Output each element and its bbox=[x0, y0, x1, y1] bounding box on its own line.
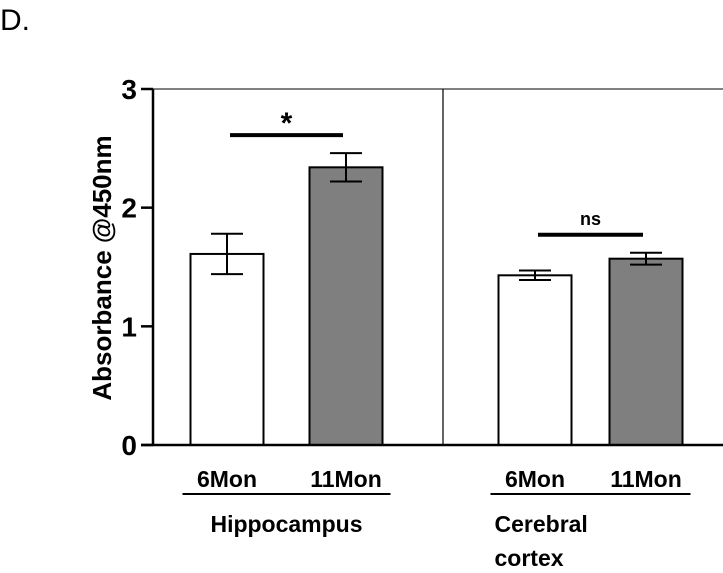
x-axis-labels: 6Mon 11Mon Hippocampus 6Mon 11Mon Cerebral cor… bbox=[182, 466, 691, 571]
panel-label: D. bbox=[0, 4, 30, 37]
y-tick-label: 0 bbox=[121, 430, 137, 461]
group-label: Cerebral bbox=[495, 511, 588, 537]
y-axis: 0 1 2 3 bbox=[121, 74, 153, 461]
bar-hippocampus-11mon bbox=[308, 166, 384, 446]
significance-layer: * ns bbox=[230, 107, 643, 237]
bar-cerebral-cortex-11mon bbox=[608, 257, 684, 446]
y-tick-label: 2 bbox=[121, 193, 137, 224]
group-label: cortex bbox=[495, 545, 564, 571]
group-label: Hippocampus bbox=[210, 511, 362, 537]
significance-marker: * bbox=[281, 107, 293, 140]
error-bars-layer bbox=[211, 152, 662, 282]
bar-hippocampus-6mon bbox=[189, 252, 265, 446]
significance-marker: ns bbox=[580, 209, 601, 229]
y-axis-label: Absorbance @450nm bbox=[87, 135, 117, 400]
y-tick-label: 3 bbox=[121, 74, 137, 105]
bars-layer bbox=[189, 166, 684, 446]
plot-frame bbox=[141, 88, 723, 447]
y-tick-label: 1 bbox=[121, 311, 137, 342]
x-tick-label: 6Mon bbox=[505, 466, 565, 492]
bar-cerebral-cortex-6mon bbox=[497, 274, 573, 446]
x-tick-label: 11Mon bbox=[610, 466, 682, 492]
x-tick-label: 11Mon bbox=[310, 466, 382, 492]
x-tick-label: 6Mon bbox=[197, 466, 257, 492]
